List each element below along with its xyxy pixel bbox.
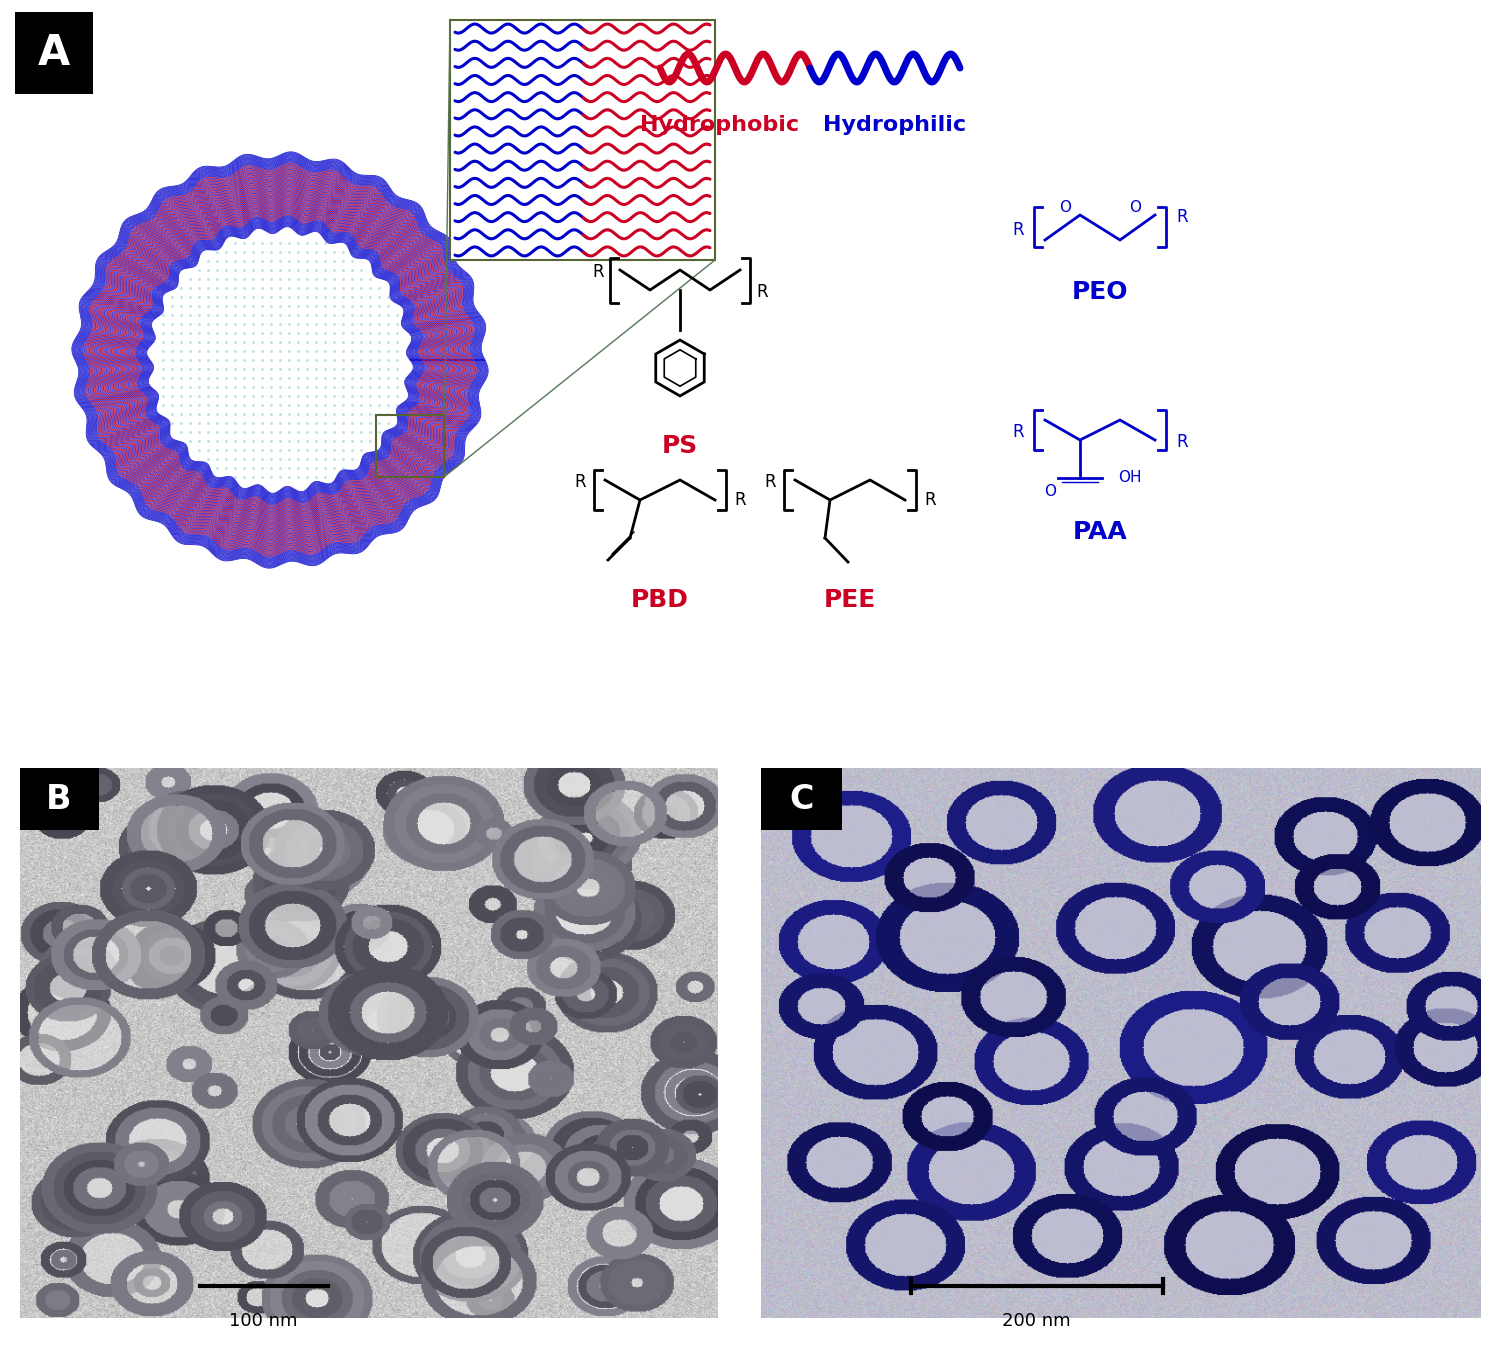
Text: R: R: [592, 264, 604, 281]
Text: 100 nm: 100 nm: [230, 1311, 298, 1330]
Bar: [15, 12, 93, 94]
Text: R: R: [574, 473, 586, 491]
Text: B: B: [46, 783, 72, 815]
Text: PS: PS: [662, 434, 698, 458]
Text: R: R: [1013, 222, 1025, 239]
Text: O: O: [1059, 200, 1071, 215]
Bar: [376, 414, 444, 477]
Text: O: O: [1044, 485, 1056, 500]
Text: R: R: [764, 473, 776, 491]
Bar: [20, 768, 99, 830]
Text: R: R: [924, 491, 936, 510]
Bar: [450, 20, 716, 260]
Text: PAA: PAA: [1072, 520, 1128, 544]
Text: Hydrophobic: Hydrophobic: [640, 116, 800, 135]
Text: R: R: [1176, 208, 1188, 226]
Text: PBD: PBD: [632, 588, 688, 612]
Text: C: C: [789, 783, 813, 815]
Text: Hydrophilic: Hydrophilic: [824, 116, 966, 135]
Text: O: O: [1130, 200, 1142, 215]
Text: R: R: [756, 283, 768, 300]
Text: R: R: [1176, 434, 1188, 451]
Text: A: A: [38, 33, 70, 73]
Text: OH: OH: [1118, 470, 1142, 485]
Text: PEO: PEO: [1071, 280, 1128, 304]
Text: PEE: PEE: [824, 588, 876, 612]
Text: R: R: [1013, 423, 1025, 442]
Text: 200 nm: 200 nm: [1002, 1311, 1071, 1330]
Bar: [760, 768, 842, 830]
Text: R: R: [734, 491, 746, 510]
